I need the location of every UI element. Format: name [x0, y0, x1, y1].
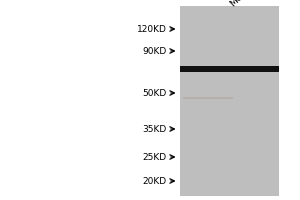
Text: 35KD: 35KD: [142, 124, 166, 134]
Text: 90KD: 90KD: [142, 46, 166, 55]
Bar: [180, 66, 279, 72]
Text: 25KD: 25KD: [142, 152, 167, 162]
Text: 50KD: 50KD: [142, 88, 166, 98]
Text: 120KD: 120KD: [136, 24, 166, 33]
Text: MCF-7: MCF-7: [228, 0, 254, 8]
Text: 20KD: 20KD: [142, 176, 167, 186]
Bar: [180, 6, 279, 196]
Bar: [183, 97, 232, 99]
